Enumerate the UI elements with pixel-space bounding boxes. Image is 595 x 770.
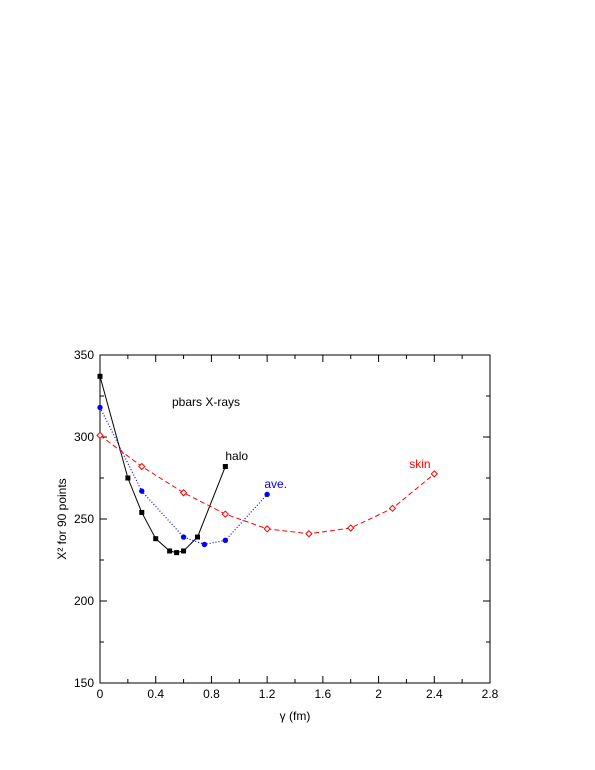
x-tick-label: 0.4 — [147, 687, 164, 701]
x-tick-label: 1.2 — [259, 687, 276, 701]
series-line — [99, 407, 268, 546]
data-point — [125, 475, 131, 481]
chart-title: pbars X-rays — [172, 395, 240, 409]
series-ave: ave. — [97, 404, 287, 548]
y-tick-label: 300 — [74, 430, 94, 444]
data-point — [195, 534, 200, 540]
series-label: skin — [409, 457, 430, 471]
x-tick-label: 0.8 — [203, 687, 220, 701]
data-point — [347, 524, 355, 532]
x-tick-label: 1.6 — [315, 687, 332, 701]
series-label: ave. — [264, 477, 287, 491]
data-point — [180, 534, 187, 540]
data-point — [138, 462, 146, 471]
data-point — [181, 548, 187, 554]
data-point — [139, 509, 145, 515]
data-point — [388, 504, 397, 513]
x-tick-label: 2.4 — [426, 687, 443, 701]
x-axis-label: γ (fm) — [280, 709, 311, 723]
y-tick-label: 200 — [74, 594, 94, 608]
data-point — [222, 537, 229, 544]
y-tick-label: 350 — [74, 348, 94, 362]
plot-frame — [99, 354, 491, 684]
data-point — [139, 488, 145, 494]
data-point — [179, 489, 188, 497]
y-tick-label: 250 — [74, 512, 94, 526]
data-point — [263, 525, 271, 533]
y-axis-label: X² for 90 points — [55, 478, 69, 559]
series-layer: halo ave. skin — [96, 373, 438, 556]
ticks: 0 0.4 0.8 1.2 1.6 2 2.4 2.8 150 200 250 300 350 — [74, 348, 499, 701]
x-tick-label: 0 — [97, 687, 104, 701]
series-skin: skin — [96, 431, 438, 538]
series-halo: halo — [97, 373, 248, 556]
data-point — [97, 404, 103, 411]
data-point — [222, 464, 228, 470]
data-point — [221, 510, 230, 518]
data-point — [305, 530, 313, 538]
data-point — [167, 548, 173, 554]
series-label: halo — [225, 449, 248, 463]
data-point — [430, 470, 438, 478]
data-point — [264, 491, 270, 498]
x-tick-label: 2 — [375, 687, 382, 701]
data-point — [153, 536, 159, 542]
data-point — [174, 550, 180, 556]
data-point — [96, 431, 104, 440]
data-point — [201, 541, 208, 548]
x-tick-label: 2.8 — [482, 687, 499, 701]
data-point — [97, 373, 103, 379]
y-tick-label: 150 — [74, 676, 94, 690]
